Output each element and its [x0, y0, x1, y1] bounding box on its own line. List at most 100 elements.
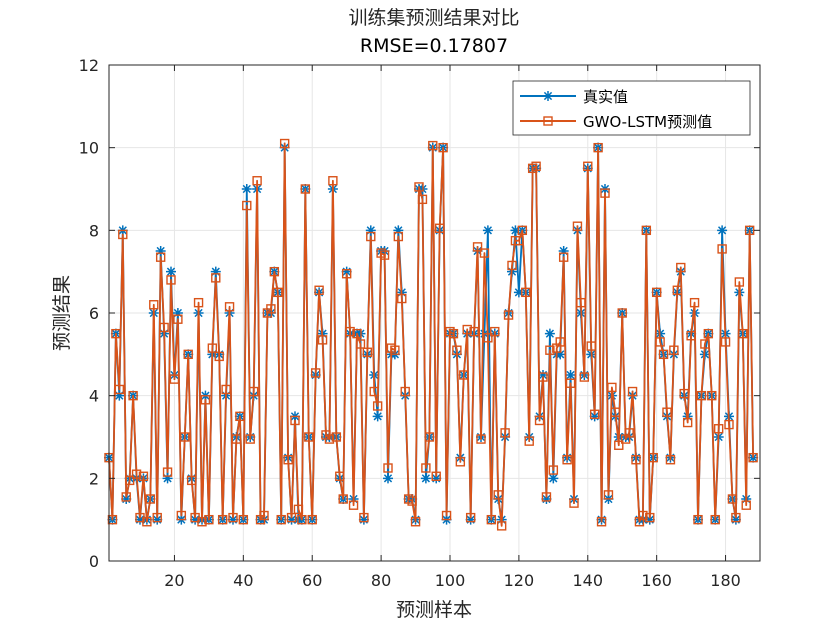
data-point-pred [242, 200, 252, 211]
data-point-pred [631, 455, 641, 465]
data-point-pred [224, 302, 235, 312]
data-point-true [190, 514, 201, 525]
data-point-pred [352, 328, 362, 339]
data-point-pred [328, 176, 338, 186]
data-point-pred [569, 498, 579, 508]
data-point-pred [211, 273, 221, 283]
data-point-pred [228, 512, 238, 523]
data-point-pred [107, 514, 118, 525]
data-point-pred [583, 161, 593, 171]
data-point-pred [524, 436, 534, 446]
data-point-pred [307, 514, 317, 525]
data-point-pred [672, 285, 683, 295]
data-point-pred [293, 504, 304, 515]
data-point-pred [562, 455, 572, 465]
data-point-pred [248, 386, 259, 397]
x-tick-label: 140 [573, 571, 604, 590]
data-point-pred [273, 287, 283, 298]
data-point-pred [734, 277, 745, 287]
data-point-pred [679, 388, 689, 399]
data-point-pred [496, 521, 507, 531]
data-point-pred [142, 517, 152, 527]
chart-subtitle: RMSE=0.17807 [360, 35, 508, 57]
chart-title: 训练集预测结果对比 [348, 7, 519, 29]
data-point-pred [545, 345, 555, 355]
data-point-pred [682, 417, 693, 428]
x-tick-label: 120 [504, 571, 535, 590]
data-point-pred [724, 419, 734, 430]
data-point-pred [617, 308, 627, 318]
data-point-true [166, 266, 176, 277]
data-point-pred [483, 333, 493, 343]
y-axis-title: 预测结果 [51, 275, 73, 351]
series-2 [104, 138, 758, 531]
data-point-pred [689, 297, 700, 308]
data-point-pred [748, 452, 758, 463]
y-tick-label: 6 [89, 304, 99, 323]
x-tick-label: 40 [233, 571, 253, 590]
data-point-pred [417, 194, 428, 205]
data-point-pred [331, 432, 342, 442]
data-point-pred [607, 382, 617, 393]
data-point-pred [707, 390, 717, 401]
legend-asterisk [543, 91, 553, 101]
data-point-pred [355, 339, 366, 349]
data-point-pred [238, 514, 249, 525]
data-point-pred [638, 510, 648, 521]
x-axis-title: 预测样本 [396, 599, 472, 621]
data-point-pred [700, 339, 710, 349]
legend-label-pred: GWO-LSTM预测值 [583, 113, 712, 131]
y-tick-label: 12 [79, 56, 99, 75]
data-point-true [162, 473, 173, 484]
data-point-pred [738, 328, 748, 339]
data-point-pred [624, 428, 634, 438]
data-point-true [372, 411, 383, 422]
legend-marker-true [543, 91, 553, 101]
data-point-pred [503, 310, 514, 320]
data-point-true [510, 225, 521, 236]
data-point-pred [121, 492, 131, 502]
data-point-true [241, 184, 252, 194]
data-point-pred [118, 229, 128, 240]
data-point-pred [235, 411, 245, 422]
data-point-pred [407, 496, 417, 506]
data-point-pred [176, 510, 187, 521]
y-tick-label: 4 [89, 387, 99, 406]
x-tick-label: 100 [435, 571, 466, 590]
data-point-pred [169, 374, 180, 384]
data-point-pred [379, 250, 390, 260]
data-point-pred [534, 415, 545, 426]
data-point-pred [390, 345, 400, 355]
data-point-pred [414, 182, 424, 192]
data-point-pred [283, 455, 293, 465]
data-point-pred [145, 494, 156, 504]
y-tick-label: 2 [89, 469, 99, 488]
data-point-pred [486, 514, 497, 525]
tick-layer: 20 40 60 80 100 120 140 160 180 0 2 4 6 8 10 12 [79, 56, 760, 590]
data-point-pred [345, 326, 355, 337]
data-point-pred [579, 372, 590, 382]
data-point-pred [703, 328, 714, 339]
data-point-pred [173, 314, 183, 324]
data-point-pred [183, 349, 193, 360]
data-point-pred [472, 242, 483, 252]
data-point-pred [304, 432, 314, 442]
data-point-pred [555, 337, 565, 347]
data-point-pred [152, 512, 162, 523]
data-point-pred [658, 349, 669, 360]
data-point-pred [558, 252, 569, 262]
data-point-pred [514, 235, 524, 246]
data-point-pred [138, 471, 149, 481]
data-point-pred [369, 386, 379, 397]
data-point-pred [676, 262, 686, 273]
data-point-pred [565, 378, 576, 388]
data-point-pred [741, 500, 751, 510]
data-point-pred [193, 297, 204, 308]
data-point-pred [397, 293, 407, 304]
legend-box [512, 80, 751, 136]
data-point-pred [517, 225, 528, 236]
series-layer [104, 138, 759, 531]
data-point-pred [479, 248, 490, 258]
data-point-pred [214, 351, 224, 362]
data-point-pred [159, 322, 169, 333]
